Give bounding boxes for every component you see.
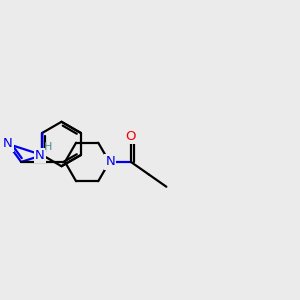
Text: N: N — [35, 148, 45, 162]
Text: H: H — [44, 142, 52, 152]
Text: N: N — [105, 155, 115, 169]
Text: N: N — [3, 137, 13, 151]
Text: O: O — [126, 130, 136, 143]
